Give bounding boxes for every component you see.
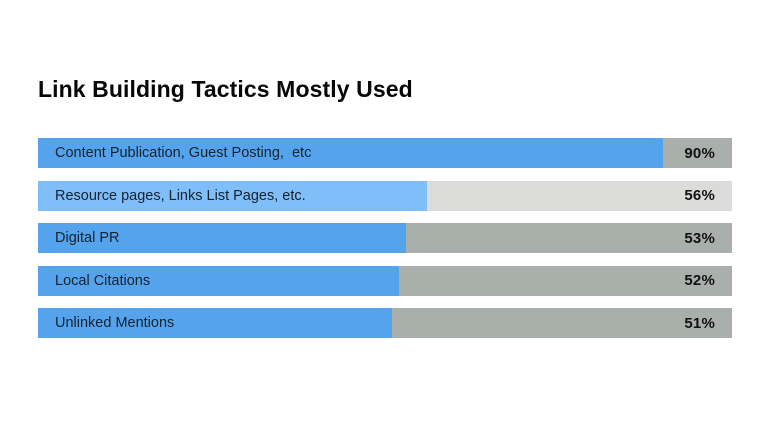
bar-track: Resource pages, Links List Pages, etc. 5… — [38, 180, 732, 211]
bar-track: Local Citations 52% — [38, 265, 732, 296]
bar-fill — [38, 265, 399, 296]
bar-row-local-citations: Local Citations 52% — [38, 265, 732, 296]
bar-fill — [38, 223, 406, 253]
bar-row-digital-pr: Digital PR 53% — [38, 223, 732, 253]
bar-row-unlinked-mentions: Unlinked Mentions 51% — [38, 308, 732, 338]
bar-value-label: 56% — [684, 187, 715, 204]
bar-fill — [38, 308, 392, 338]
bar-fill — [38, 180, 427, 211]
bar-label: Unlinked Mentions — [55, 315, 175, 331]
bar-value-label: 52% — [684, 272, 715, 289]
bar-value-label: 90% — [684, 144, 715, 162]
bar-track: Unlinked Mentions 51% — [38, 308, 732, 338]
bar-row-content-publication: Content Publication, Guest Posting, etc … — [38, 138, 732, 168]
bar-chart: Content Publication, Guest Posting, etc … — [38, 138, 732, 351]
bar-value-label: 51% — [684, 314, 715, 332]
bar-track: Content Publication, Guest Posting, etc … — [38, 138, 732, 168]
chart-title: Link Building Tactics Mostly Used — [38, 76, 413, 102]
bar-label: Digital PR — [55, 230, 120, 246]
bar-label: Resource pages, Links List Pages, etc. — [55, 187, 306, 204]
bar-row-resource-pages: Resource pages, Links List Pages, etc. 5… — [38, 180, 732, 211]
bar-fill — [38, 138, 663, 168]
bar-value-label: 53% — [684, 229, 715, 247]
bar-track: Digital PR 53% — [38, 223, 732, 253]
bar-label: Content Publication, Guest Posting, etc — [55, 145, 312, 161]
bar-label: Local Citations — [55, 272, 151, 289]
